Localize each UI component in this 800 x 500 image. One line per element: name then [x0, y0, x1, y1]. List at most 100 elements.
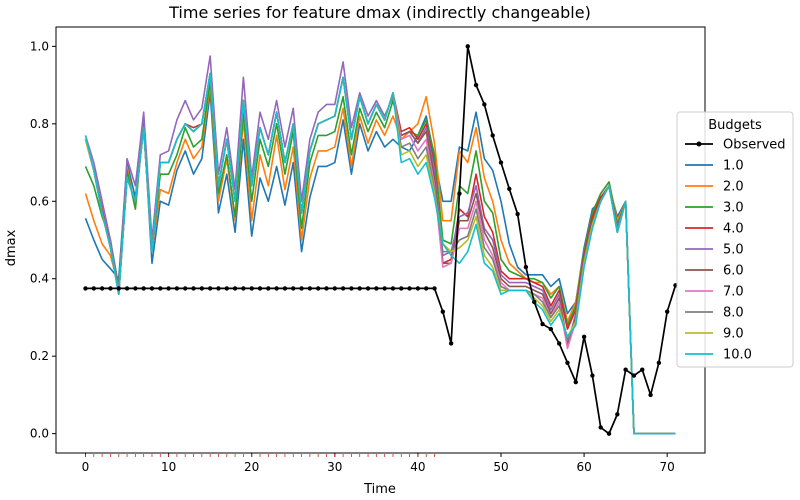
observed-point [241, 286, 246, 291]
y-tick-label: 0.4 [30, 272, 49, 286]
observed-point [108, 286, 113, 291]
legend-label: 4.0 [723, 222, 744, 237]
y-tick-label: 0.0 [30, 427, 49, 441]
observed-point [523, 264, 529, 270]
observed-point [581, 334, 587, 340]
legend: Budgets Observed 1.0 2.0 3.0 4.0 5.0 6.0 7.0 8.0 9… [676, 111, 794, 368]
legend-box [676, 111, 794, 368]
observed-point [382, 286, 387, 291]
observed-point [141, 286, 146, 291]
observed-point [166, 286, 171, 291]
observed-point [349, 286, 354, 291]
observed-point [116, 286, 121, 291]
observed-point [232, 286, 238, 291]
observed-point [515, 211, 520, 217]
observed-point [457, 191, 462, 196]
observed-point [623, 367, 628, 372]
observed-point [124, 286, 130, 291]
observed-point [374, 286, 379, 291]
observed-point [149, 286, 155, 291]
observed-point [598, 425, 603, 430]
observed-point [332, 286, 337, 291]
legend-title: Budgets [708, 118, 762, 133]
observed-point [191, 286, 196, 291]
observed-point [199, 286, 205, 291]
observed-point [532, 299, 537, 305]
y-axis-label: dmax [4, 229, 19, 266]
observed-point [432, 286, 437, 291]
observed-point [274, 286, 279, 291]
observed-point [498, 160, 504, 165]
y-tick-label: 0.6 [30, 194, 49, 208]
y-tick-label: 0.2 [30, 349, 49, 363]
series-line-budget-1.0 [84, 92, 676, 435]
observed-point [565, 360, 570, 365]
legend-label: 6.0 [723, 264, 744, 279]
x-axis-label: Time [363, 482, 396, 497]
legend-label: 5.0 [723, 243, 744, 258]
observed-point [399, 286, 404, 291]
observed-point [573, 379, 578, 385]
observed-point [507, 186, 512, 192]
observed-point [606, 431, 612, 436]
legend-label: 3.0 [723, 201, 744, 216]
series-line-budget-2.0 [84, 84, 676, 435]
observed-point [465, 44, 470, 49]
legend-label: Observed [723, 138, 786, 153]
legend-label: 8.0 [723, 306, 744, 321]
legend-marker [696, 141, 702, 147]
observed-point [448, 341, 454, 346]
x-tick-label: 20 [244, 460, 259, 474]
observed-point [315, 286, 321, 291]
observed-point [490, 133, 495, 138]
legend-label: 2.0 [723, 180, 744, 195]
x-tick-label: 40 [410, 460, 425, 474]
x-tick-label: 70 [660, 460, 675, 474]
legend-label: 10.0 [723, 348, 752, 363]
series-line-budget-10.0 [84, 72, 676, 435]
legend-label: 1.0 [723, 159, 744, 174]
y-tick-label: 0.8 [30, 117, 49, 131]
chart-title: Time series for feature dmax (indirectly… [168, 3, 591, 22]
observed-point [540, 321, 545, 327]
observed-point [548, 326, 554, 332]
observed-point [83, 286, 88, 291]
observed-point [640, 367, 645, 372]
x-tick-label: 0 [82, 460, 90, 474]
x-tick-label: 10 [161, 460, 176, 474]
observed-point [648, 392, 653, 398]
observed-point [615, 412, 620, 417]
observed-point [216, 286, 221, 291]
x-tick-label: 60 [576, 460, 591, 474]
observed-point [424, 286, 429, 291]
observed-point [631, 373, 637, 378]
observed-point [224, 286, 229, 291]
observed-point [257, 286, 263, 291]
plot-area: 0 10 20 30 40 50 60 70 0.0 0.2 0.4 0.6 0.8 1.0 [30, 26, 706, 474]
observed-point [556, 341, 562, 346]
observed-point [482, 102, 487, 107]
observed-point [249, 286, 254, 291]
observed-point [407, 286, 412, 291]
observed-point [415, 286, 421, 291]
observed-point [307, 286, 313, 291]
observed-point [282, 286, 288, 291]
y-tick-label: 1.0 [30, 39, 49, 53]
observed-point [266, 286, 271, 291]
observed-point [656, 360, 662, 365]
observed-point [340, 286, 346, 291]
observed-point [473, 82, 479, 88]
observed-point [590, 373, 595, 378]
observed-point [99, 286, 105, 291]
x-tick-label: 50 [493, 460, 508, 474]
observed-point [291, 286, 296, 291]
observed-point [133, 286, 138, 291]
observed-point [664, 309, 670, 314]
observed-point [390, 286, 396, 291]
legend-label: 7.0 [723, 285, 744, 300]
observed-point [440, 309, 446, 314]
observed-point [365, 286, 371, 291]
observed-point [357, 286, 362, 291]
observed-point [324, 286, 329, 291]
